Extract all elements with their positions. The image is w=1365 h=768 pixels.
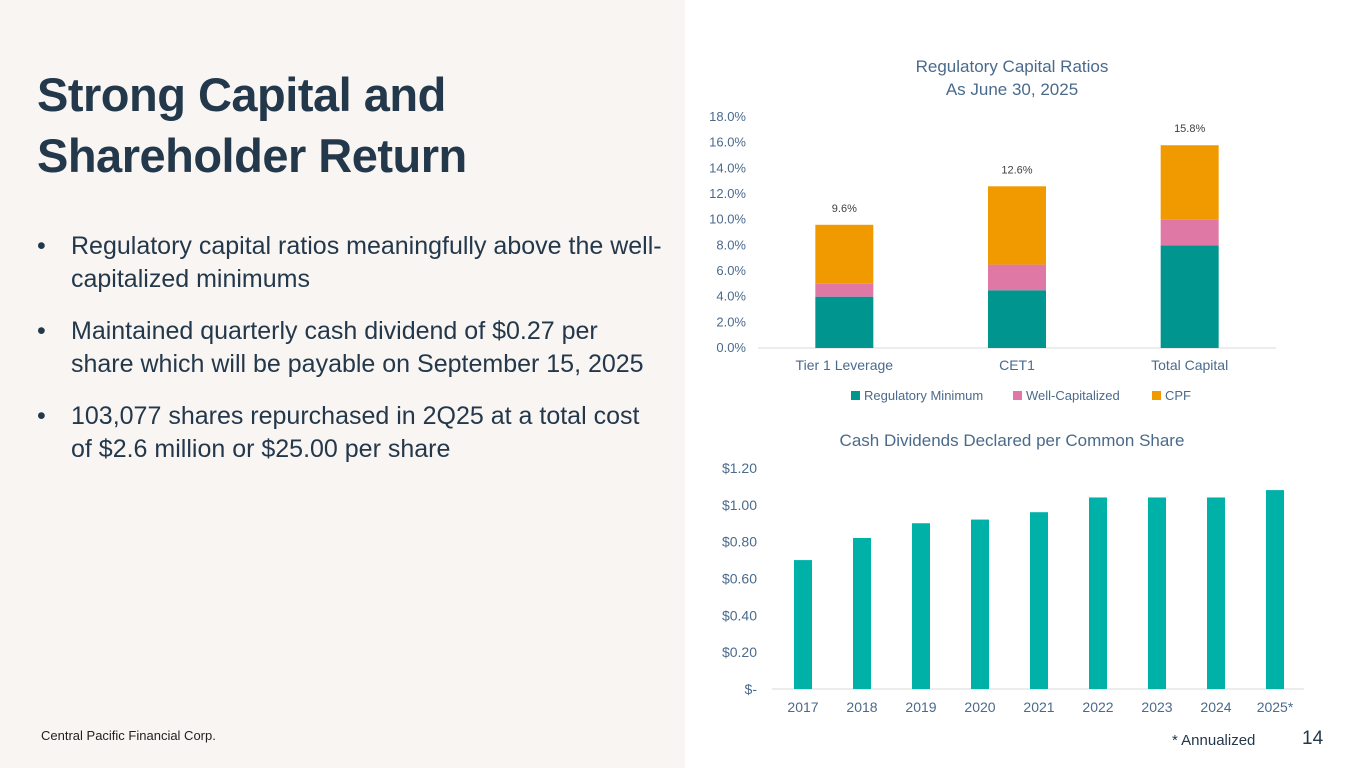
total-label: 12.6% [1001,164,1032,176]
bar [1148,497,1166,689]
footnote: * Annualized [1172,732,1256,749]
x-tick-label: 2017 [787,699,818,715]
bar-segment [815,224,874,284]
y-tick-label: 18.0% [709,109,746,124]
bullet-item: • Maintained quarterly cash dividend of $… [37,315,667,381]
bullet-list: • Regulatory capital ratios meaningfully … [37,230,667,485]
bar [1266,490,1284,689]
bar-segment [815,283,874,297]
y-tick-label: $0.60 [722,571,757,587]
legend-swatch [1013,391,1022,400]
y-tick-label: $1.20 [722,460,757,476]
y-tick-label: 2.0% [716,314,746,329]
x-tick-label: 2024 [1200,699,1231,715]
bullet-item: • 103,077 shares repurchased in 2Q25 at a… [37,400,667,466]
bullet-text: 103,077 shares repurchased in 2Q25 at a … [71,402,640,463]
bar-segment [988,264,1046,291]
y-tick-label: 16.0% [709,135,746,150]
bullet-dot-icon: • [37,402,46,430]
page-number: 14 [1302,728,1324,749]
bar [912,523,930,689]
y-tick-label: $1.00 [722,497,757,513]
slide-title-line-1: Strong Capital and [37,68,446,121]
y-tick-label: 8.0% [716,237,746,252]
legend-label: CPF [1165,388,1191,403]
company-name: Central Pacific Financial Corp. [41,728,216,743]
x-tick-label: 2020 [964,699,995,715]
total-label: 9.6% [832,203,857,215]
x-tick-label: Total Capital [1151,357,1228,373]
slide-title-line-2: Shareholder Return [37,129,467,182]
bullet-dot-icon: • [37,232,46,260]
x-tick-label: 2018 [846,699,877,715]
total-label: 15.8% [1174,123,1205,135]
left-panel [0,0,685,768]
y-tick-label: 14.0% [709,160,746,175]
bullet-dot-icon: • [37,317,46,345]
bar [853,537,871,689]
chart-subtitle: As June 30, 2025 [946,80,1078,99]
x-tick-label: 2022 [1082,699,1113,715]
bar [1207,497,1225,689]
slide-title: Strong Capital and Shareholder Return [37,64,637,186]
bar-segment [1160,219,1219,246]
x-tick-label: 2021 [1023,699,1054,715]
bar-segment [988,186,1046,265]
bullet-text: Maintained quarterly cash dividend of $0… [71,317,644,378]
bar [1030,512,1048,689]
dividends-chart: Cash Dividends Declared per Common Share… [722,431,1304,715]
x-tick-label: Tier 1 Leverage [796,357,894,373]
legend-label: Regulatory Minimum [864,388,983,403]
legend-label: Well-Capitalized [1026,388,1120,403]
bar-segment [815,296,874,348]
bar-segment [1160,145,1219,220]
bar [794,560,812,689]
x-tick-label: 2019 [905,699,936,715]
bar-segment [1160,245,1219,348]
bar [971,519,989,689]
x-tick-label: 2023 [1141,699,1172,715]
y-tick-label: 6.0% [716,263,746,278]
x-tick-label: CET1 [999,357,1035,373]
bar-segment [988,290,1046,348]
y-tick-label: $0.40 [722,607,757,623]
y-tick-label: $- [745,681,758,697]
legend-swatch [851,391,860,400]
y-tick-label: 12.0% [709,186,746,201]
legend-swatch [1152,391,1161,400]
chart-title: Regulatory Capital Ratios [916,57,1109,76]
bar [1089,497,1107,689]
y-tick-label: 10.0% [709,212,746,227]
y-tick-label: $0.20 [722,644,757,660]
y-tick-label: 4.0% [716,289,746,304]
y-tick-label: $0.80 [722,534,757,550]
x-tick-label: 2025* [1257,699,1294,715]
capital-ratios-chart: Regulatory Capital Ratios As June 30, 202… [709,57,1276,403]
bullet-text: Regulatory capital ratios meaningfully a… [71,232,662,293]
bullet-item: • Regulatory capital ratios meaningfully … [37,230,667,296]
chart-title: Cash Dividends Declared per Common Share [840,431,1185,450]
y-tick-label: 0.0% [716,340,746,355]
